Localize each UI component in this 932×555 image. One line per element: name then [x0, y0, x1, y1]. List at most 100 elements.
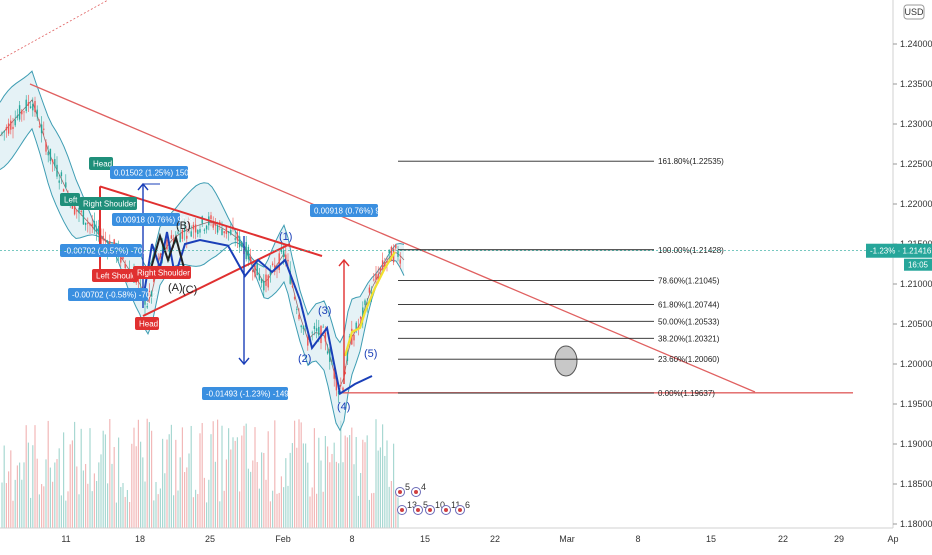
candle-body: [293, 296, 296, 299]
candle-body: [10, 120, 12, 130]
current-price-label: -1.23% · 1.21416: [870, 247, 932, 256]
candle-body: [47, 152, 49, 156]
volume-bar: [247, 468, 249, 528]
event-count-label: 10: [435, 500, 445, 510]
volume-bar: [82, 470, 84, 528]
wave-label: (A): [168, 282, 183, 294]
candle-body: [113, 239, 115, 248]
volume-bar: [107, 483, 109, 528]
y-tick-label: 1.19500: [900, 399, 932, 409]
volume-bar: [327, 446, 329, 528]
candle-body: [82, 210, 85, 225]
volume-bar: [197, 494, 199, 528]
volume-bar: [375, 419, 377, 528]
candle-body: [36, 109, 38, 117]
measure-label-4: -0.00702 (-0.58%) -70.2: [72, 291, 157, 300]
candle-body: [5, 127, 8, 131]
right-shoulder-bottom-label-bg: [133, 266, 191, 279]
volume-bar: [296, 447, 298, 528]
y-tick-label: 1.23500: [900, 79, 932, 89]
candle-body: [267, 275, 269, 288]
candle-body: [373, 279, 375, 281]
candle-body: [388, 249, 390, 254]
candle-body: [16, 115, 19, 118]
volume-bar: [228, 428, 230, 528]
volume-bar: [151, 430, 153, 528]
candle-body: [157, 258, 159, 260]
right-shoulder-top-label-bg: [79, 197, 137, 210]
volume-bar: [43, 486, 45, 528]
dotted-line: [0, 0, 109, 61]
volume-bar: [390, 480, 392, 528]
measure-label-1: 0.01502 (1.25%) 150.2: [114, 169, 196, 178]
volume-bar: [78, 494, 80, 528]
candle-body: [21, 110, 23, 115]
candle-body: [331, 363, 333, 365]
candle-body: [260, 279, 263, 283]
volume-bar: [342, 462, 344, 528]
x-tick-label: Ap: [887, 534, 898, 544]
event-count-label: 4: [421, 482, 426, 492]
candle-body: [298, 314, 300, 319]
currency-label: USD: [904, 7, 924, 17]
volume-bar: [129, 502, 131, 528]
volume-bar: [261, 452, 263, 528]
volume-bar: [93, 473, 95, 528]
volume-bar: [346, 437, 348, 528]
candle-body: [91, 223, 93, 227]
volume-bar: [146, 418, 148, 528]
volume-bar: [148, 422, 150, 528]
candle-body: [212, 223, 214, 228]
pattern-lower-line: [142, 243, 291, 317]
candle-body: [399, 259, 401, 264]
candle-body: [318, 326, 320, 336]
x-tick-label: 25: [205, 534, 215, 544]
event-count-label: 5: [405, 482, 410, 492]
candle-body: [124, 263, 126, 269]
candle-body: [203, 229, 206, 231]
volume-bar: [272, 490, 274, 528]
candle-body: [315, 328, 318, 332]
volume-bar: [192, 497, 194, 528]
candle-body: [291, 286, 294, 287]
x-tick-label: 15: [706, 534, 716, 544]
wave-label: (4): [337, 401, 350, 413]
candle-body: [219, 221, 221, 224]
volume-bar: [382, 424, 384, 528]
circle-marker: [554, 345, 578, 377]
candle-body: [159, 253, 162, 258]
volume-bar: [164, 473, 166, 528]
candle-body: [201, 216, 203, 224]
countdown-label: 16:05: [908, 261, 929, 270]
candle-body: [1, 132, 3, 134]
measure-label-1-bg: [110, 166, 188, 179]
wave-label: (C): [182, 284, 197, 296]
volume-bar: [49, 467, 51, 528]
volume-bar: [245, 423, 247, 528]
volume-bar: [177, 490, 179, 528]
candle-body: [137, 277, 140, 283]
volume-bar: [219, 501, 221, 528]
volume-bar: [175, 439, 177, 528]
candle-body: [254, 265, 256, 277]
volume-bar: [1, 482, 3, 528]
candle-body: [194, 224, 197, 233]
volume-bar: [300, 422, 302, 528]
volume-bar: [206, 502, 208, 528]
volume-bar: [111, 463, 113, 528]
right-shoulder-bottom-label: Right Shoulder: [137, 269, 190, 278]
candle-body: [73, 204, 76, 215]
volume-bar: [384, 455, 386, 528]
right-shoulder-top-label: Right Shoulder: [83, 200, 136, 209]
volume-bar: [32, 445, 34, 528]
wave-label: (3): [318, 305, 331, 317]
volume-bar: [349, 435, 351, 528]
volume-bar: [140, 441, 142, 528]
candle-body: [80, 210, 82, 213]
volume-bar: [338, 463, 340, 528]
volume-bar: [34, 425, 36, 528]
candle-body: [60, 172, 63, 176]
volume-bar: [353, 464, 355, 528]
volume-bar: [135, 446, 137, 528]
volume-bar: [388, 486, 390, 528]
